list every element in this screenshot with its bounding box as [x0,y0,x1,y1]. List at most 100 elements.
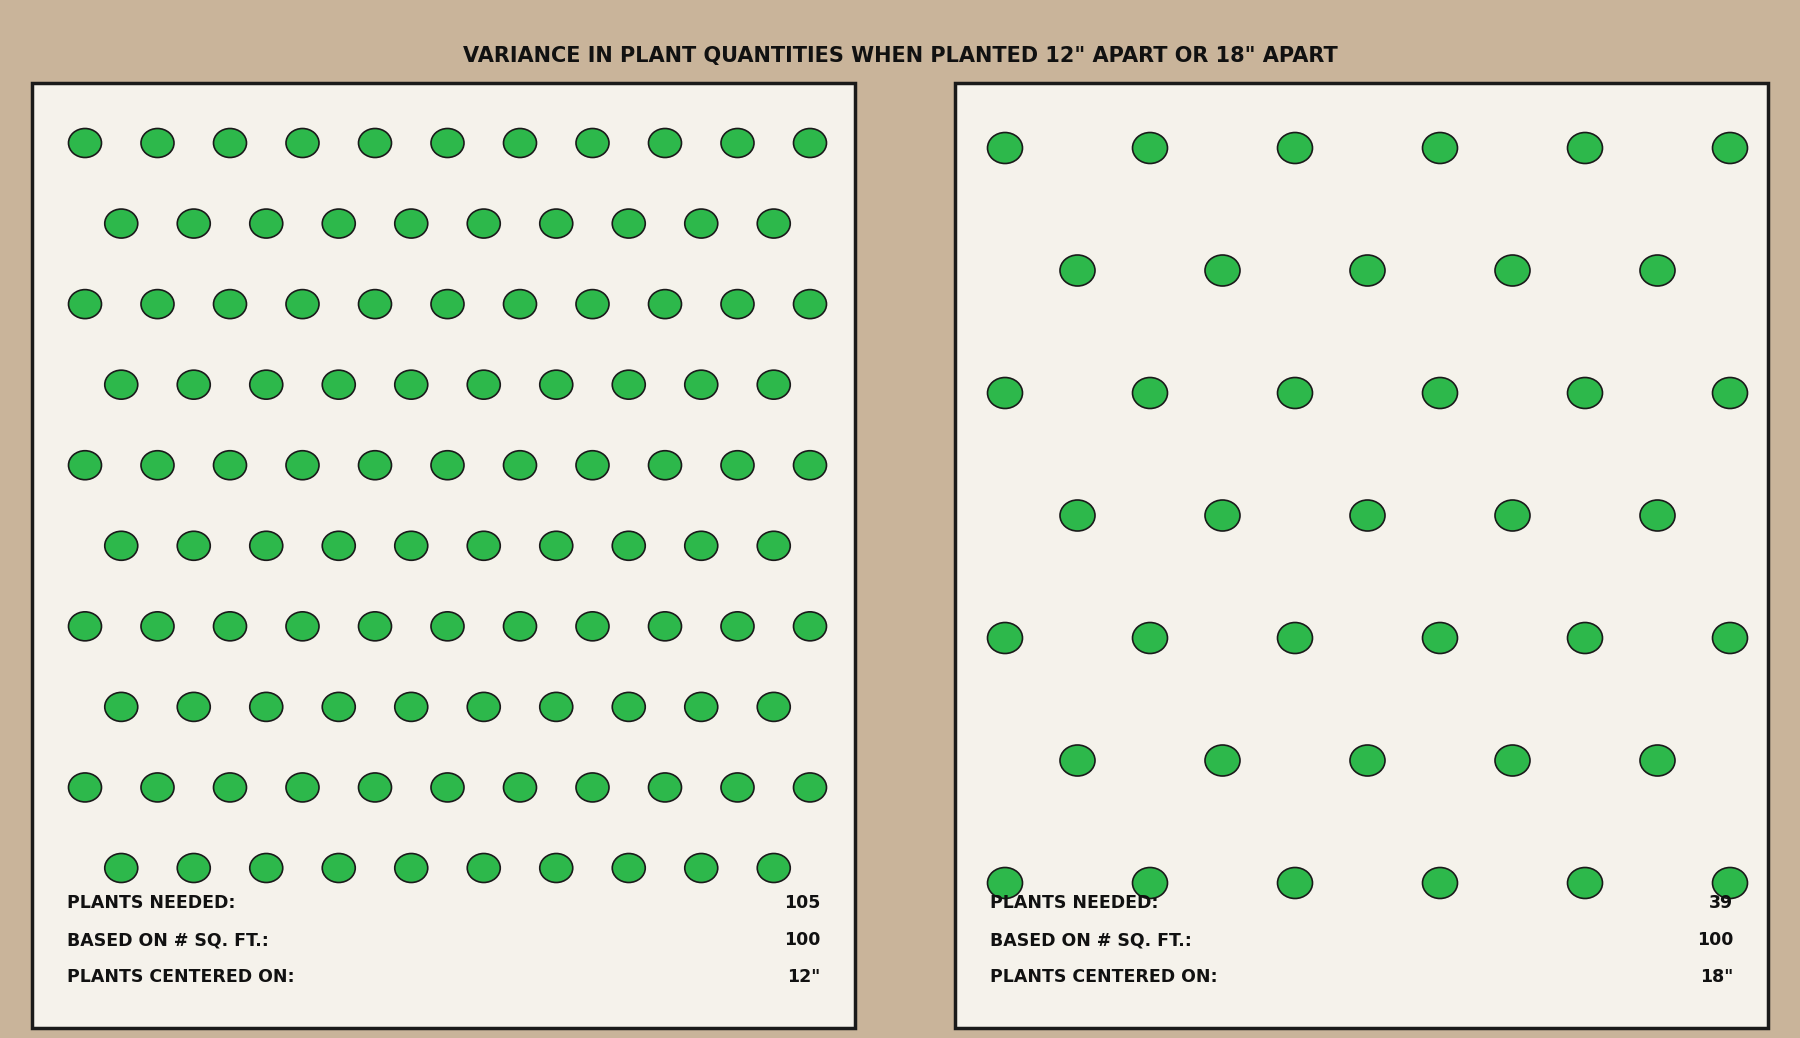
Ellipse shape [468,209,500,238]
Ellipse shape [430,450,464,480]
Ellipse shape [1060,745,1094,776]
Ellipse shape [358,773,392,802]
Ellipse shape [68,773,101,802]
Ellipse shape [1060,500,1094,531]
Ellipse shape [394,853,428,882]
Ellipse shape [176,853,211,882]
Text: PLANTS CENTERED ON:: PLANTS CENTERED ON: [67,968,295,986]
Text: PLANTS CENTERED ON:: PLANTS CENTERED ON: [990,968,1217,986]
Ellipse shape [504,773,536,802]
Ellipse shape [612,692,644,721]
Ellipse shape [140,450,175,480]
Ellipse shape [1422,868,1458,899]
Ellipse shape [1422,378,1458,409]
Text: PLANTS NEEDED:: PLANTS NEEDED: [67,894,236,912]
Ellipse shape [794,773,826,802]
Ellipse shape [758,531,790,561]
Ellipse shape [1278,868,1312,899]
Ellipse shape [612,209,644,238]
Ellipse shape [468,371,500,400]
Ellipse shape [68,129,101,158]
Ellipse shape [68,290,101,319]
Ellipse shape [576,611,608,640]
Ellipse shape [1422,623,1458,654]
Ellipse shape [468,692,500,721]
Ellipse shape [104,209,139,238]
Ellipse shape [322,692,355,721]
Ellipse shape [504,129,536,158]
Ellipse shape [1640,255,1676,286]
Ellipse shape [722,129,754,158]
Ellipse shape [286,773,319,802]
Ellipse shape [322,371,355,400]
Ellipse shape [286,450,319,480]
Ellipse shape [722,611,754,640]
Ellipse shape [758,692,790,721]
Ellipse shape [1350,255,1384,286]
Ellipse shape [794,611,826,640]
Ellipse shape [504,450,536,480]
Ellipse shape [1278,623,1312,654]
Ellipse shape [1496,500,1530,531]
Ellipse shape [1568,868,1602,899]
Ellipse shape [430,773,464,802]
Ellipse shape [722,290,754,319]
Ellipse shape [176,209,211,238]
Ellipse shape [1568,378,1602,409]
Ellipse shape [722,773,754,802]
Ellipse shape [250,531,283,561]
Ellipse shape [104,692,139,721]
Ellipse shape [540,531,572,561]
Ellipse shape [684,692,718,721]
Ellipse shape [794,129,826,158]
Ellipse shape [1640,745,1676,776]
Text: 18": 18" [1699,968,1733,986]
Ellipse shape [794,450,826,480]
Ellipse shape [758,853,790,882]
Ellipse shape [1204,500,1240,531]
Ellipse shape [214,611,247,640]
Ellipse shape [648,129,682,158]
Ellipse shape [358,611,392,640]
Ellipse shape [576,290,608,319]
Ellipse shape [722,450,754,480]
Ellipse shape [988,868,1022,899]
Ellipse shape [1640,500,1676,531]
Ellipse shape [648,611,682,640]
Ellipse shape [540,209,572,238]
Ellipse shape [648,450,682,480]
Text: VARIANCE IN PLANT QUANTITIES WHEN PLANTED 12" APART OR 18" APART: VARIANCE IN PLANT QUANTITIES WHEN PLANTE… [463,46,1337,66]
Ellipse shape [322,853,355,882]
Ellipse shape [322,531,355,561]
Ellipse shape [214,773,247,802]
Ellipse shape [1132,868,1168,899]
Ellipse shape [104,371,139,400]
Ellipse shape [988,378,1022,409]
Ellipse shape [1496,745,1530,776]
Ellipse shape [1422,133,1458,164]
Ellipse shape [394,692,428,721]
Ellipse shape [214,450,247,480]
Ellipse shape [612,371,644,400]
Ellipse shape [1350,500,1384,531]
Ellipse shape [576,129,608,158]
Ellipse shape [1278,133,1312,164]
Ellipse shape [758,371,790,400]
Ellipse shape [1132,133,1168,164]
Ellipse shape [68,611,101,640]
Ellipse shape [794,290,826,319]
Text: 100: 100 [783,931,821,949]
Ellipse shape [988,133,1022,164]
Ellipse shape [250,209,283,238]
Ellipse shape [684,853,718,882]
Ellipse shape [394,371,428,400]
Text: PLANTS NEEDED:: PLANTS NEEDED: [990,894,1159,912]
Ellipse shape [286,290,319,319]
Ellipse shape [1132,378,1168,409]
Ellipse shape [214,290,247,319]
Ellipse shape [684,371,718,400]
Ellipse shape [1712,378,1748,409]
Ellipse shape [1712,623,1748,654]
Text: 105: 105 [783,894,821,912]
Ellipse shape [1278,378,1312,409]
